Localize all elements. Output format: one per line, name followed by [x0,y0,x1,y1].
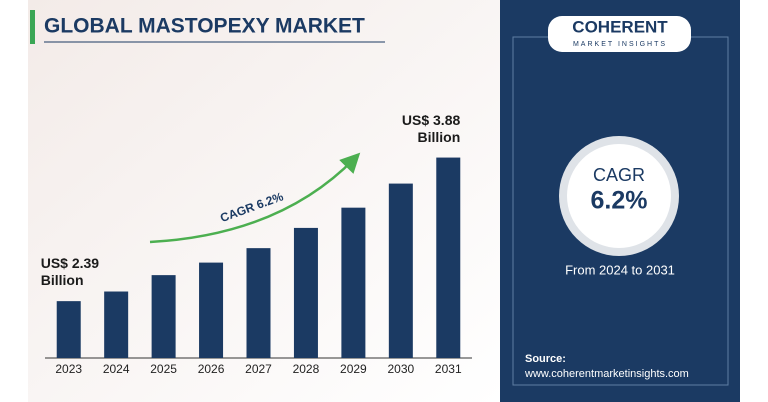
x-tick-label: 2030 [387,362,414,376]
logo-name: COHERENT [572,17,668,36]
value-label-box: US$ 3.88 Billion [401,111,461,145]
bar [246,248,271,358]
bar [293,227,318,358]
title-accent [30,10,35,44]
bar [388,183,413,358]
value-label: US$ 2.39 Billion [40,255,100,289]
logo-tagline: MARKET INSIGHTS [573,41,667,48]
growth-arrow [149,152,361,244]
x-tick-label: 2023 [55,362,82,376]
x-tick-label: 2028 [293,362,320,376]
bar [199,262,224,358]
x-tick-label: 2031 [435,362,462,376]
source-label: Source: [525,353,566,365]
bar [56,301,81,358]
bars: 2023 US$ 2.39 Billion 2024 2025 2026 2027 2028… [40,111,462,377]
x-tick-label: 2024 [103,362,130,376]
value-label: US$ 3.88 Billion [401,111,461,145]
cagr-circle [567,144,671,248]
bar [104,291,129,358]
x-tick-label: 2029 [340,362,367,376]
period: From 2024 to 2031 [565,262,675,277]
value-label-box: US$ 2.39 Billion [40,255,100,289]
logo-box [548,16,691,52]
bar [341,207,366,358]
chart-title: GLOBAL MASTOPEXY MARKET [44,15,365,38]
x-tick-label: 2026 [198,362,225,376]
x-tick-label: 2025 [150,362,177,376]
bar [436,157,461,358]
x-tick-label: 2027 [245,362,272,376]
cagr-label: CAGR [593,165,645,185]
cagr-value: 6.2% [591,187,648,215]
source-url: www.coherentmarketinsights.com [524,368,689,380]
bar [151,275,176,358]
